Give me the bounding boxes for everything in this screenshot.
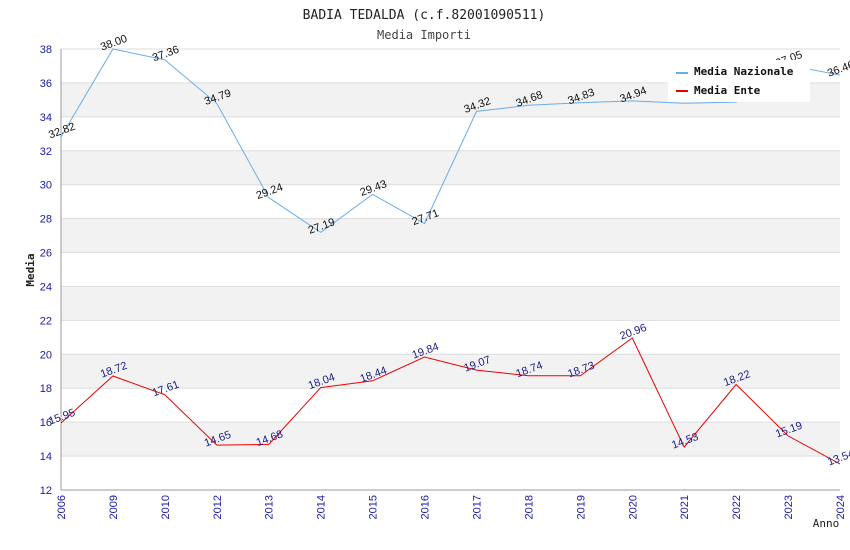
x-tick-label: 2015 [368, 495, 380, 519]
y-tick-label: 34 [40, 112, 52, 124]
legend-label-nazionale: Media Nazionale [694, 65, 794, 78]
x-tick-label: 2012 [212, 495, 224, 519]
y-tick-label: 30 [40, 180, 52, 192]
chart-title: BADIA TEDALDA (c.f.82001090511) [303, 8, 546, 23]
grid-band [61, 286, 840, 321]
grid-band [61, 422, 840, 457]
chart-subtitle: Media Importi [377, 28, 471, 42]
y-tick-label: 24 [40, 281, 52, 293]
series-line-ente [60, 337, 841, 465]
legend-box [668, 60, 810, 102]
x-tick-label: 2022 [731, 495, 743, 519]
y-tick-label: 12 [40, 485, 52, 497]
y-tick-label: 26 [40, 248, 52, 260]
x-tick-label: 2019 [575, 495, 587, 519]
x-tick-label: 2013 [264, 495, 276, 519]
x-tick-label: 2021 [679, 495, 691, 519]
y-axis-label: Media [24, 253, 37, 286]
x-tick-label: 2009 [108, 495, 120, 519]
x-tick-label: 2014 [316, 495, 328, 519]
series-line-nazionale [60, 48, 841, 234]
x-tick-label: 2006 [56, 495, 68, 519]
y-tick-label: 16 [40, 417, 52, 429]
x-tick-label: 2016 [420, 495, 432, 519]
y-tick-label: 18 [40, 383, 52, 395]
x-tick-label: 2023 [783, 495, 795, 519]
legend: Media Nazionale Media Ente [668, 60, 810, 102]
legend-label-ente: Media Ente [694, 84, 761, 97]
x-tick-label: 2024 [835, 495, 847, 519]
y-tick-label: 14 [40, 451, 52, 463]
y-tick-label: 36 [40, 78, 52, 90]
y-tick-label: 38 [40, 44, 52, 56]
y-tick-label: 22 [40, 315, 52, 327]
y-tick-label: 32 [40, 146, 52, 158]
y-tick-labels: 12 14 16 18 20 22 24 26 28 30 32 34 36 38 [40, 44, 52, 497]
y-tick-label: 28 [40, 214, 52, 226]
series-lines [60, 48, 841, 465]
y-tick-label: 20 [40, 349, 52, 361]
data-label: 36.46 [826, 59, 850, 80]
data-label: 38.00 [99, 33, 129, 54]
grid-band [61, 354, 840, 389]
x-tick-label: 2018 [523, 495, 535, 519]
x-tick-label: 2020 [627, 495, 639, 519]
x-tick-labels: 2006 2009 2010 2012 2013 2014 2015 2016 2017 2018… [56, 495, 847, 519]
grid-band [61, 218, 840, 253]
x-tick-label: 2010 [160, 495, 172, 519]
x-axis-label: Anno [813, 517, 840, 530]
x-tick-label: 2017 [471, 495, 483, 519]
